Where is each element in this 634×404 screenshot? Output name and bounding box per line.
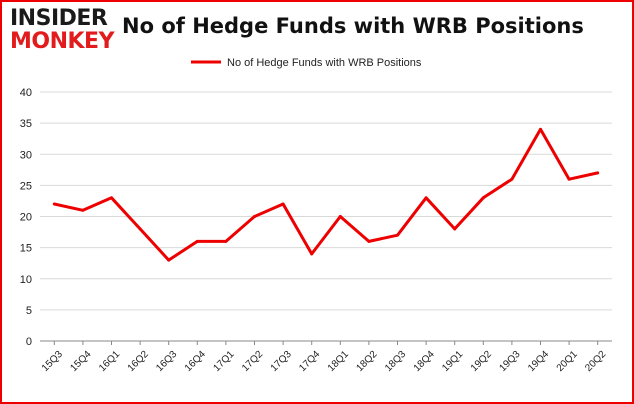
y-tick-label: 15 xyxy=(20,243,32,255)
logo-text-bottom: MONKEY xyxy=(10,29,116,54)
y-tick-label: 0 xyxy=(26,336,32,348)
x-tick-label: 18Q4 xyxy=(412,349,437,374)
logo-text-top: INSIDER xyxy=(10,6,108,31)
y-tick-label: 40 xyxy=(20,87,32,99)
data-point xyxy=(52,202,56,206)
x-tick-label: 19Q1 xyxy=(440,349,465,374)
data-point xyxy=(539,127,542,131)
x-tick-label: 17Q2 xyxy=(240,349,265,374)
x-tick-label: 15Q3 xyxy=(40,349,65,374)
x-tick-label: 16Q2 xyxy=(126,349,151,374)
y-tick-label: 20 xyxy=(20,212,32,224)
x-axis-ticks: 15Q3 15Q4 16Q1 16Q2 16Q3 16Q4 17Q1 17Q2 17Q3 17Q4… xyxy=(40,341,609,374)
x-tick-label: 15Q4 xyxy=(68,349,93,374)
series-line xyxy=(53,127,599,262)
y-tick-label: 10 xyxy=(20,274,32,286)
x-tick-label: 17Q3 xyxy=(269,349,294,374)
x-tick-label: 18Q1 xyxy=(326,349,351,374)
legend: No of Hedge Funds with WRB Positions xyxy=(191,57,422,69)
data-point xyxy=(510,177,514,181)
data-point xyxy=(367,239,371,243)
data-point xyxy=(396,233,399,237)
data-point xyxy=(481,196,485,200)
data-point xyxy=(224,239,228,243)
x-tick-label: 19Q4 xyxy=(526,349,551,374)
y-tick-label: 30 xyxy=(20,149,32,161)
data-point xyxy=(567,177,571,181)
x-tick-label: 19Q3 xyxy=(497,349,522,374)
x-tick-label: 18Q3 xyxy=(383,349,408,374)
x-tick-label: 16Q1 xyxy=(97,349,122,374)
data-point xyxy=(424,196,428,200)
data-point xyxy=(167,258,171,262)
grid-lines xyxy=(40,91,612,311)
series-line-group xyxy=(52,127,600,262)
data-point xyxy=(596,171,600,175)
data-point xyxy=(195,239,199,243)
x-tick-label: 16Q4 xyxy=(183,349,208,374)
data-point xyxy=(310,252,314,256)
insider-monkey-logo: INSIDER MONKEY xyxy=(10,6,116,54)
x-tick-label: 20Q2 xyxy=(583,349,608,374)
x-tick-label: 17Q4 xyxy=(297,349,322,374)
chart-title: No of Hedge Funds with WRB Positions xyxy=(122,14,584,38)
y-tick-label: 5 xyxy=(26,305,32,317)
x-tick-label: 20Q1 xyxy=(555,349,580,374)
data-point xyxy=(110,196,113,200)
data-point xyxy=(281,202,285,206)
data-point xyxy=(453,227,457,231)
legend-label: No of Hedge Funds with WRB Positions xyxy=(227,57,422,69)
y-tick-label: 25 xyxy=(20,180,32,192)
data-point xyxy=(338,215,342,218)
x-tick-label: 18Q2 xyxy=(354,349,379,374)
x-tick-label: 16Q3 xyxy=(154,349,179,374)
x-tick-label: 19Q2 xyxy=(469,349,494,374)
y-axis-ticks: 0 5 10 15 20 25 30 35 40 xyxy=(20,87,32,348)
data-point xyxy=(253,215,256,218)
y-tick-label: 35 xyxy=(20,118,32,130)
x-tick-label: 17Q1 xyxy=(211,349,236,374)
data-point xyxy=(81,208,85,212)
data-point xyxy=(138,227,142,231)
